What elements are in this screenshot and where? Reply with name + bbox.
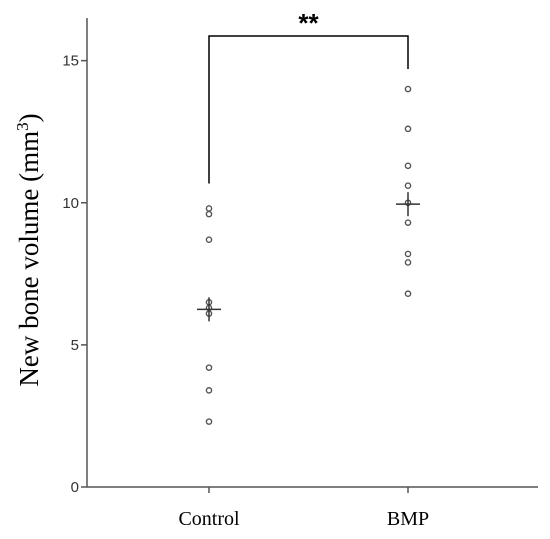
- y-tick-label: 10: [62, 195, 79, 212]
- y-axis-title: New bone volume (mm3): [13, 113, 44, 386]
- data-points: [205, 85, 412, 425]
- data-point: [404, 290, 412, 298]
- data-point: [404, 85, 412, 93]
- x-category-label: BMP: [387, 508, 429, 530]
- data-point: [404, 250, 412, 258]
- y-ticks: 0 5 10 15: [62, 53, 87, 496]
- data-point: [404, 182, 412, 190]
- data-point: [205, 387, 213, 394]
- data-point: [404, 259, 412, 266]
- significance-label: **: [298, 8, 319, 38]
- y-tick-label: 0: [71, 479, 79, 496]
- data-point: [404, 162, 412, 170]
- x-ticks: Control BMP: [178, 487, 429, 530]
- y-tick-label: 5: [71, 337, 79, 354]
- mean-markers: [197, 192, 420, 322]
- y-tick-label: 15: [62, 53, 79, 70]
- significance-bracket-line: [208, 35, 409, 184]
- data-point: [205, 236, 213, 244]
- data-point: [404, 125, 412, 133]
- x-category-label: Control: [178, 508, 240, 530]
- data-point: [205, 210, 213, 218]
- data-point: [404, 219, 412, 226]
- significance-bracket: **: [208, 8, 409, 184]
- data-point: [205, 205, 213, 212]
- data-point: [205, 364, 213, 371]
- data-point: [205, 418, 213, 425]
